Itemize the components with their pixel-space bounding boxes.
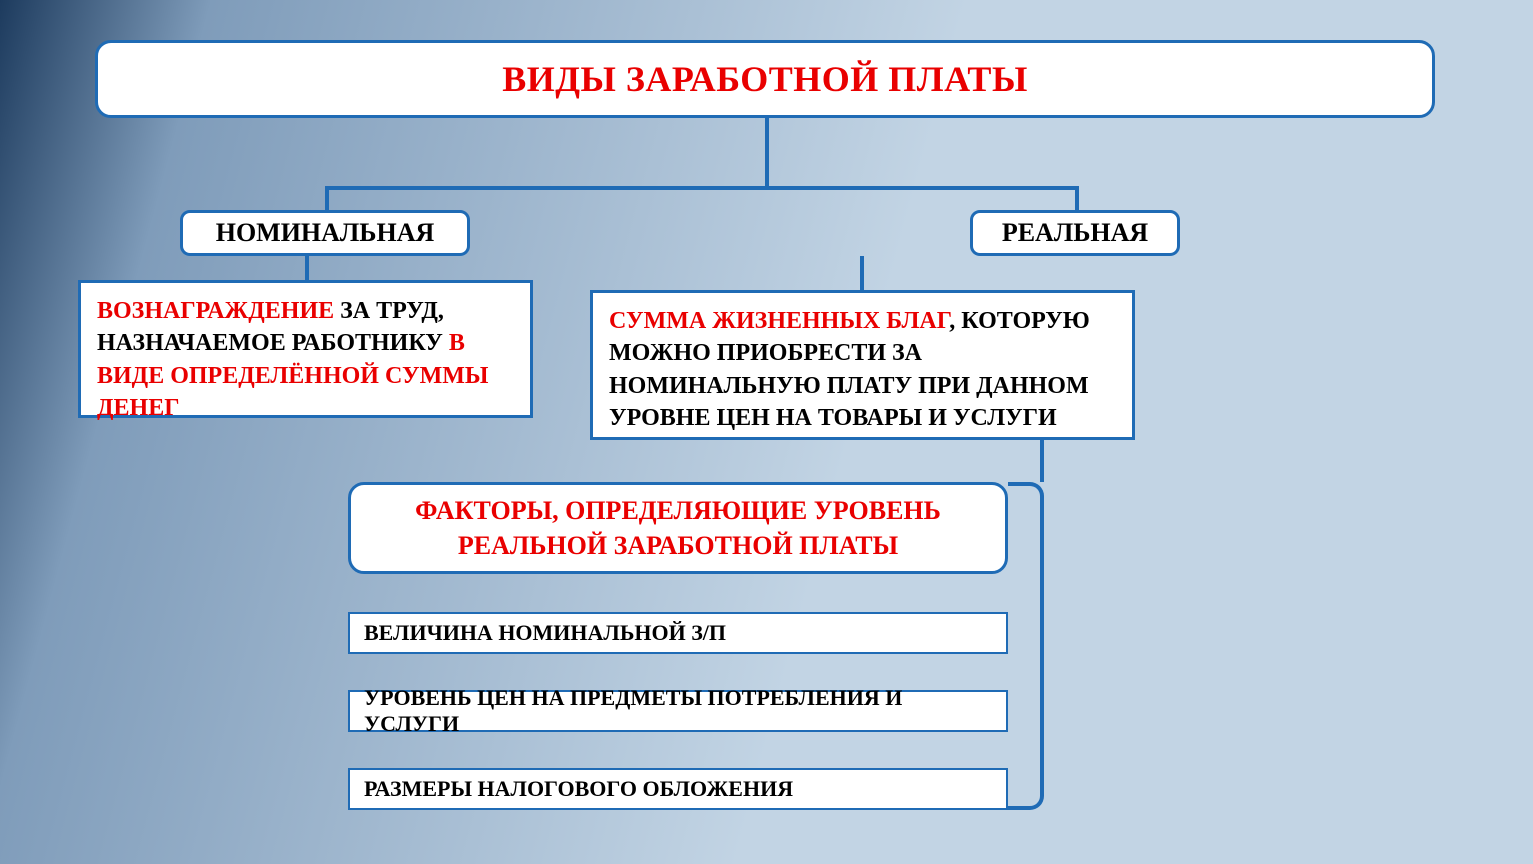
branch-label-text: НОМИНАЛЬНАЯ bbox=[216, 218, 435, 248]
connector bbox=[325, 186, 329, 210]
connector bbox=[1075, 186, 1079, 210]
factor-item: РАЗМЕРЫ НАЛОГОВОГО ОБЛОЖЕНИЯ bbox=[348, 768, 1008, 810]
factor-item-text: РАЗМЕРЫ НАЛОГОВОГО ОБЛОЖЕНИЯ bbox=[364, 776, 793, 802]
factor-item-text: УРОВЕНЬ ЦЕН НА ПРЕДМЕТЫ ПОТРЕБЛЕНИЯ И УС… bbox=[364, 685, 992, 737]
branch-desc-real: СУММА ЖИЗНЕННЫХ БЛАГ, КОТОРУЮ МОЖНО ПРИО… bbox=[590, 290, 1135, 440]
factors-title-box: ФАКТОРЫ, ОПРЕДЕЛЯЮЩИЕ УРОВЕНЬ РЕАЛЬНОЙ З… bbox=[348, 482, 1008, 574]
connector bbox=[325, 186, 1079, 190]
desc-span: СУММА ЖИЗНЕННЫХ БЛАГ bbox=[609, 308, 949, 334]
connector bbox=[765, 118, 769, 190]
branch-label-real: РЕАЛЬНАЯ bbox=[970, 210, 1180, 256]
connector bbox=[860, 256, 864, 290]
factors-bracket bbox=[1008, 482, 1044, 810]
connector bbox=[305, 256, 309, 280]
branch-label-text: РЕАЛЬНАЯ bbox=[1002, 218, 1148, 248]
factor-item: УРОВЕНЬ ЦЕН НА ПРЕДМЕТЫ ПОТРЕБЛЕНИЯ И УС… bbox=[348, 690, 1008, 732]
factor-item-text: ВЕЛИЧИНА НОМИНАЛЬНОЙ З/П bbox=[364, 620, 726, 646]
slide: ВИДЫ ЗАРАБОТНОЙ ПЛАТЫ НОМИНАЛЬНАЯ РЕАЛЬН… bbox=[0, 0, 1533, 864]
branch-desc-nominal: ВОЗНАГРАЖДЕНИЕ ЗА ТРУД, НАЗНАЧАЕМОЕ РАБО… bbox=[78, 280, 533, 418]
title-text: ВИДЫ ЗАРАБОТНОЙ ПЛАТЫ bbox=[502, 58, 1028, 100]
connector bbox=[1040, 440, 1044, 482]
branch-label-nominal: НОМИНАЛЬНАЯ bbox=[180, 210, 470, 256]
title-box: ВИДЫ ЗАРАБОТНОЙ ПЛАТЫ bbox=[95, 40, 1435, 118]
factor-item: ВЕЛИЧИНА НОМИНАЛЬНОЙ З/П bbox=[348, 612, 1008, 654]
factors-title-text: ФАКТОРЫ, ОПРЕДЕЛЯЮЩИЕ УРОВЕНЬ РЕАЛЬНОЙ З… bbox=[391, 493, 965, 563]
desc-span: ВОЗНАГРАЖДЕНИЕ bbox=[97, 298, 334, 324]
